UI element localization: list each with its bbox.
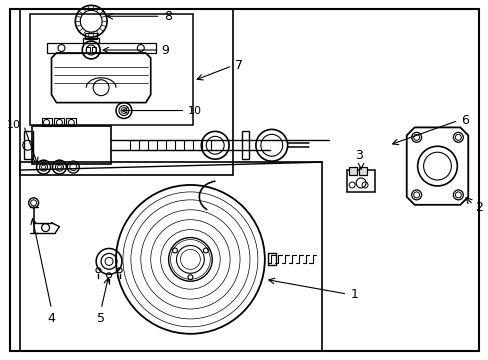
Bar: [86, 47, 90, 53]
Bar: [358, 167, 366, 175]
Bar: [267, 253, 275, 265]
Bar: [46, 43, 155, 53]
Text: 7: 7: [235, 59, 243, 72]
Bar: [41, 118, 51, 126]
Bar: [30, 14, 193, 125]
Text: 10: 10: [7, 121, 20, 130]
Bar: [66, 118, 76, 126]
Bar: [24, 131, 33, 159]
Bar: [85, 33, 97, 39]
Text: 10: 10: [187, 105, 201, 116]
Text: 1: 1: [349, 288, 357, 301]
Bar: [83, 38, 99, 43]
Text: 9: 9: [162, 44, 169, 57]
Text: 8: 8: [163, 10, 171, 23]
Bar: [20, 9, 233, 175]
Text: 5: 5: [97, 312, 105, 325]
Bar: [92, 47, 96, 53]
Bar: [32, 126, 111, 164]
Bar: [242, 131, 248, 159]
Text: 3: 3: [354, 149, 362, 162]
Bar: [20, 162, 322, 351]
Bar: [348, 167, 356, 175]
Bar: [54, 118, 64, 126]
Text: 2: 2: [474, 201, 482, 214]
Text: 4: 4: [47, 312, 55, 325]
Text: 6: 6: [460, 114, 468, 127]
Bar: [346, 170, 374, 192]
